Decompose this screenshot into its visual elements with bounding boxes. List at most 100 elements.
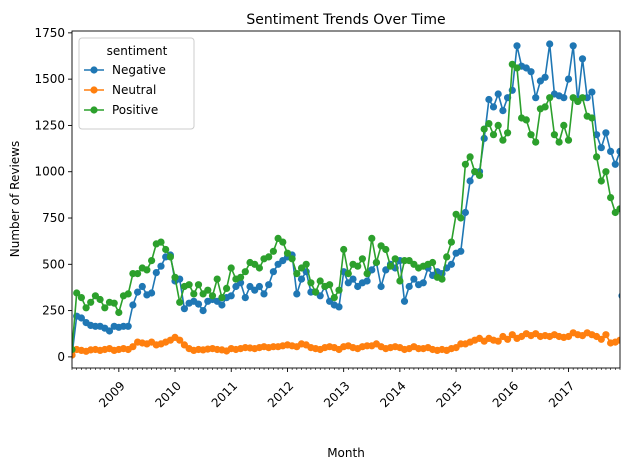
data-point-negative — [134, 288, 142, 296]
data-point-negative — [597, 144, 605, 152]
data-point-positive — [607, 194, 615, 202]
data-point-positive — [597, 177, 605, 185]
legend-marker-neutral — [90, 86, 98, 94]
data-point-positive — [358, 255, 366, 263]
data-point-positive — [382, 245, 390, 254]
data-point-negative — [607, 147, 615, 155]
x-axis-label: Month — [327, 446, 365, 460]
data-point-positive — [166, 253, 174, 261]
data-point-positive — [485, 120, 493, 128]
data-point-positive — [616, 205, 620, 213]
series-neutral — [72, 329, 620, 359]
data-point-negative — [578, 55, 587, 63]
data-point-positive — [504, 129, 512, 137]
data-point-negative — [560, 94, 568, 102]
data-point-negative — [241, 294, 249, 302]
data-point-positive — [578, 94, 587, 102]
legend-marker-positive — [90, 106, 98, 114]
data-point-positive — [73, 289, 81, 297]
data-point-negative — [124, 322, 132, 330]
data-point-negative — [546, 40, 554, 48]
data-point-neutral — [129, 343, 137, 351]
data-point-neutral — [616, 336, 620, 344]
data-point-negative — [227, 292, 235, 300]
data-point-positive — [316, 277, 324, 285]
plot-area — [71, 30, 621, 369]
data-point-positive — [283, 249, 292, 257]
data-point-positive — [344, 270, 352, 278]
data-point-positive — [330, 294, 338, 302]
data-point-positive — [354, 262, 362, 270]
data-point-positive — [218, 294, 226, 302]
data-point-positive — [255, 264, 263, 272]
data-point-neutral — [176, 336, 184, 344]
legend-item-negative: Negative — [84, 63, 166, 77]
data-point-positive — [480, 125, 488, 133]
data-point-positive — [438, 275, 446, 283]
data-point-positive — [171, 273, 179, 281]
data-point-positive — [546, 94, 554, 102]
legend-marker-negative — [90, 66, 98, 74]
data-point-positive — [489, 131, 498, 139]
data-point-positive — [461, 160, 469, 168]
data-point-negative — [297, 275, 306, 283]
data-point-positive — [208, 292, 217, 300]
y-axis-label: Number of Reviews — [8, 141, 22, 257]
data-point-negative — [513, 42, 521, 50]
data-point-positive — [386, 262, 395, 270]
y-tick-label: 500 — [42, 257, 65, 271]
data-point-positive — [312, 288, 320, 296]
data-point-positive — [588, 114, 596, 122]
data-point-positive — [302, 260, 310, 268]
data-point-negative — [349, 275, 357, 283]
data-point-negative — [180, 305, 188, 313]
data-point-negative — [410, 275, 418, 283]
y-tick-label: 1250 — [34, 118, 65, 132]
data-point-negative — [405, 282, 413, 291]
data-point-positive — [288, 255, 296, 263]
data-point-negative — [255, 282, 263, 291]
data-point-positive — [194, 281, 203, 289]
data-point-negative — [138, 282, 146, 291]
data-point-positive — [279, 238, 287, 246]
data-point-neutral — [504, 335, 512, 343]
data-point-neutral — [602, 331, 610, 339]
data-point-negative — [457, 247, 465, 255]
data-point-negative — [363, 277, 371, 285]
y-tick-label: 750 — [42, 211, 65, 225]
data-point-negative — [77, 314, 85, 322]
data-point-positive — [335, 286, 343, 294]
data-point-positive — [134, 270, 142, 278]
data-point-positive — [560, 121, 568, 129]
data-point-positive — [457, 214, 465, 222]
data-point-negative — [588, 88, 596, 96]
data-point-positive — [115, 308, 123, 317]
legend-item-positive: Positive — [84, 103, 158, 117]
data-point-positive — [148, 257, 156, 265]
y-axis: 0 250 500 750 1000 1250 1500 1750 — [34, 26, 72, 364]
data-point-positive — [340, 245, 348, 254]
data-point-positive — [550, 131, 559, 139]
data-point-positive — [513, 64, 521, 72]
data-point-negative — [527, 68, 535, 76]
data-point-positive — [372, 258, 380, 267]
data-point-positive — [307, 279, 315, 287]
legend-title: sentiment — [107, 44, 168, 58]
data-point-negative — [265, 281, 273, 289]
data-point-negative — [541, 73, 549, 81]
data-point-negative — [611, 160, 619, 168]
chart-title: Sentiment Trends Over Time — [246, 12, 445, 28]
data-point-positive — [213, 275, 221, 283]
data-point-negative — [129, 301, 137, 309]
data-point-positive — [227, 264, 235, 272]
data-point-positive — [204, 286, 212, 294]
data-point-negative — [489, 103, 498, 111]
data-point-positive — [190, 290, 198, 298]
y-tick-label: 250 — [42, 304, 65, 318]
data-point-positive — [77, 294, 85, 302]
data-point-positive — [223, 284, 231, 292]
y-tick-label: 1500 — [34, 72, 65, 86]
data-point-positive — [293, 270, 301, 278]
data-point-positive — [143, 266, 151, 274]
